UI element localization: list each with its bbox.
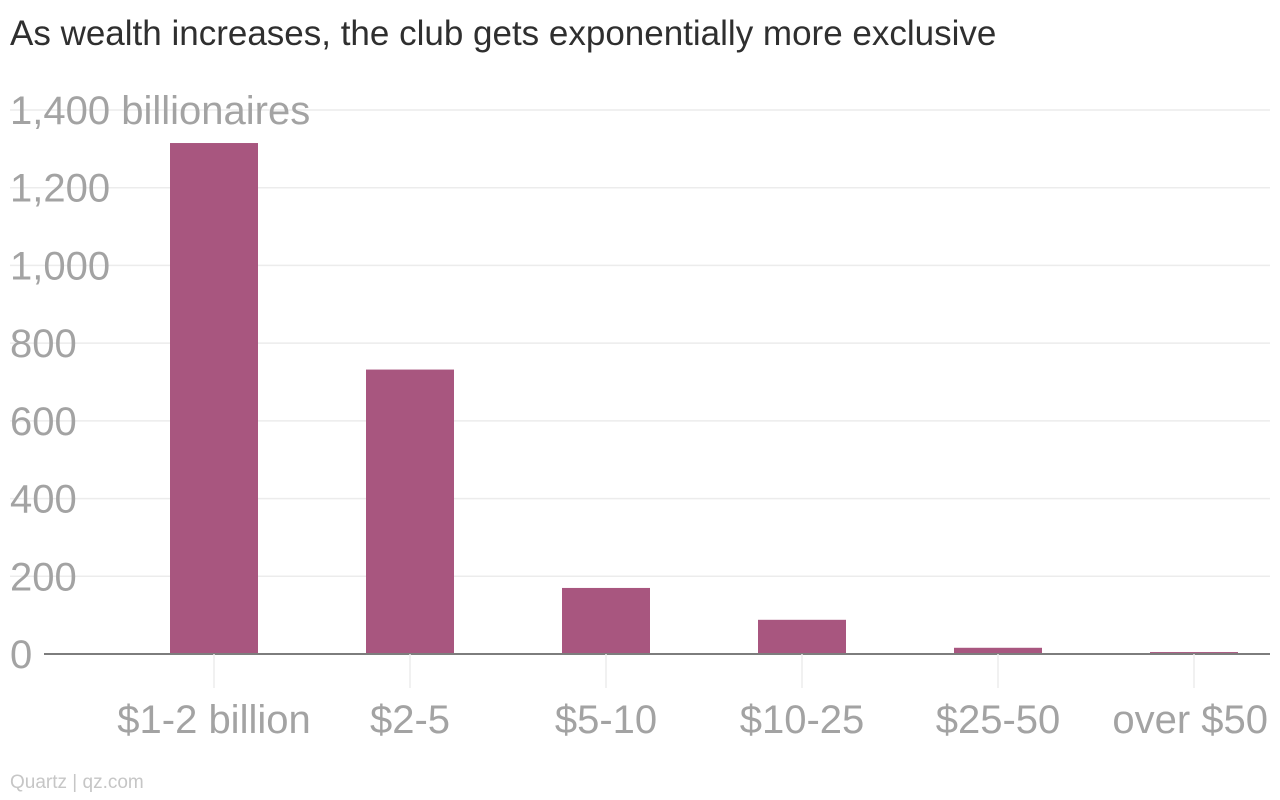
y-tick-label-600: 600 (10, 400, 77, 444)
y-tick-label-0: 0 (10, 633, 32, 677)
bar-4 (954, 647, 1042, 654)
x-tick-label-2: $5-10 (555, 698, 657, 742)
bar-1 (366, 369, 454, 654)
source-credit: Quartz | qz.com (10, 772, 144, 793)
y-tick-label-1200: 1,200 (10, 167, 110, 211)
x-tick-label-5: over $50 (1112, 698, 1268, 742)
bar-2 (562, 587, 650, 654)
y-tick-label-1000: 1,000 (10, 244, 110, 288)
x-tick-label-0: $1-2 billion (117, 698, 310, 742)
bars (170, 143, 1238, 654)
y-tick-label-400: 400 (10, 478, 77, 522)
y-tick-label-1400: 1,400 billionaires (10, 89, 310, 133)
x-tick-label-1: $2-5 (370, 698, 450, 742)
x-tick-label-4: $25-50 (936, 698, 1061, 742)
x-axis-labels: $1-2 billion $2-5 $5-10 $10-25 $25-50 over $5… (117, 698, 1268, 742)
chart-title: As wealth increases, the club gets expon… (10, 14, 997, 53)
x-tick-label-3: $10-25 (740, 698, 865, 742)
bar-0 (170, 143, 258, 654)
y-tick-label-800: 800 (10, 322, 77, 366)
y-axis-labels: 0 200 400 600 800 1,000 1,200 1,400 billionaire… (10, 89, 310, 677)
y-tick-label-200: 200 (10, 555, 77, 599)
bar-3 (758, 619, 846, 654)
x-axis (44, 653, 1270, 688)
